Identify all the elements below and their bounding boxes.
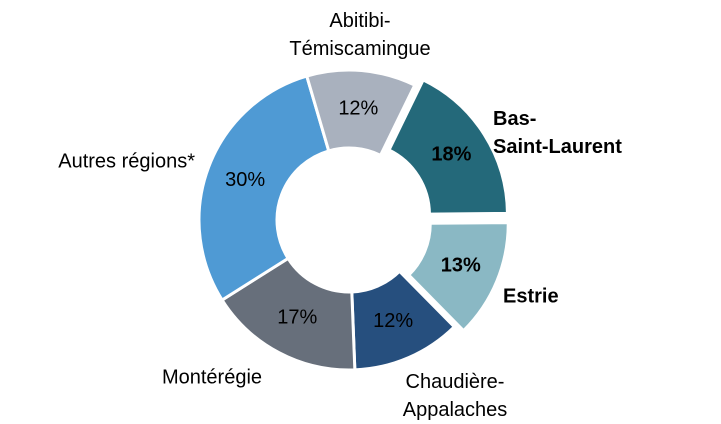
label-line: Bas- [493,108,536,130]
category-label: Bas- Saint-Laurent [493,108,622,158]
label-line: Abitibi- [329,10,390,32]
label-line: Saint-Laurent [493,136,622,158]
donut-segment [387,77,509,216]
donut-segment [220,256,357,372]
label-line: Témiscamingue [289,38,430,60]
category-label: Autres régions* [58,150,195,172]
category-label: Montérégie [162,366,262,388]
category-label: Estrie [503,285,559,307]
category-label: Abitibi- Témiscamingue [289,10,430,60]
label-line: Chaudière- [406,371,505,393]
value-label: 13% [441,255,481,277]
donut-segment [406,221,510,333]
value-label: 17% [277,307,317,329]
value-label: 12% [373,310,413,332]
donut-segment [304,68,417,158]
label-line: Appalaches [403,399,508,421]
value-label: 12% [338,98,378,120]
donut-segment [197,74,331,303]
value-label: 18% [431,144,471,166]
category-label: Chaudière- Appalaches [403,371,508,421]
value-label: 30% [225,169,265,191]
